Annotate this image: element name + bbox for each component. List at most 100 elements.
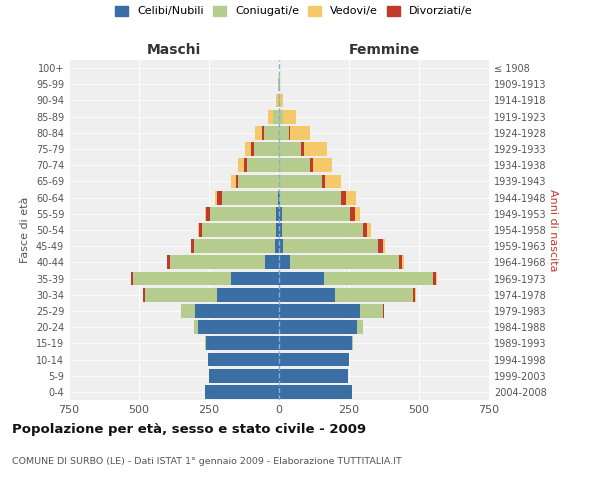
Bar — [251, 142, 254, 156]
Bar — [217, 288, 279, 302]
Bar — [279, 288, 335, 302]
Bar — [325, 174, 341, 188]
Text: Femmine: Femmine — [349, 44, 419, 58]
Bar — [413, 288, 415, 302]
Bar — [198, 223, 199, 237]
Bar — [263, 126, 279, 140]
Bar — [415, 288, 416, 302]
Bar — [131, 272, 133, 285]
Bar — [276, 223, 279, 237]
Bar — [279, 320, 358, 334]
Bar — [205, 336, 206, 350]
Bar — [280, 190, 341, 204]
Bar — [304, 142, 326, 156]
Bar — [282, 223, 363, 237]
Bar — [322, 174, 325, 188]
Text: Maschi: Maschi — [147, 44, 201, 58]
Bar — [254, 142, 279, 156]
Bar — [352, 336, 353, 350]
Bar — [198, 320, 279, 334]
Bar — [379, 240, 383, 253]
Bar — [217, 190, 221, 204]
Bar — [279, 158, 310, 172]
Bar — [402, 256, 404, 270]
Bar — [191, 240, 194, 253]
Bar — [205, 385, 279, 399]
Bar — [283, 240, 379, 253]
Bar — [279, 110, 283, 124]
Bar — [350, 207, 355, 220]
Bar — [279, 190, 280, 204]
Bar — [265, 256, 279, 270]
Bar — [202, 223, 276, 237]
Bar — [313, 158, 332, 172]
Bar — [279, 207, 282, 220]
Bar — [360, 304, 383, 318]
Bar — [143, 288, 145, 302]
Bar — [324, 272, 433, 285]
Y-axis label: Anni di nascita: Anni di nascita — [548, 188, 558, 271]
Bar — [310, 158, 313, 172]
Bar — [268, 110, 274, 124]
Bar — [289, 126, 290, 140]
Bar — [282, 207, 350, 220]
Text: COMUNE DI SURBO (LE) - Dati ISTAT 1° gennaio 2009 - Elaborazione TUTTITALIA.IT: COMUNE DI SURBO (LE) - Dati ISTAT 1° gen… — [12, 458, 402, 466]
Bar — [355, 207, 360, 220]
Legend: Celibi/Nubili, Coniugati/e, Vedovi/e, Divorziati/e: Celibi/Nubili, Coniugati/e, Vedovi/e, Di… — [115, 6, 473, 16]
Bar — [290, 126, 310, 140]
Bar — [194, 240, 275, 253]
Bar — [278, 94, 279, 108]
Bar — [170, 256, 265, 270]
Bar — [195, 304, 279, 318]
Bar — [247, 158, 279, 172]
Bar — [279, 174, 322, 188]
Bar — [244, 158, 247, 172]
Bar — [279, 304, 360, 318]
Bar — [278, 190, 279, 204]
Bar — [276, 94, 278, 108]
Bar — [279, 385, 352, 399]
Bar — [274, 110, 279, 124]
Text: Popolazione per età, sesso e stato civile - 2009: Popolazione per età, sesso e stato civil… — [12, 422, 366, 436]
Bar — [133, 272, 232, 285]
Bar — [279, 352, 349, 366]
Bar — [236, 174, 238, 188]
Bar — [181, 304, 195, 318]
Bar — [279, 336, 352, 350]
Bar — [238, 158, 244, 172]
Bar — [205, 207, 206, 220]
Bar — [433, 272, 436, 285]
Bar — [232, 272, 279, 285]
Bar — [341, 190, 346, 204]
Bar — [279, 272, 324, 285]
Bar — [232, 174, 236, 188]
Bar — [400, 256, 402, 270]
Bar — [245, 142, 251, 156]
Bar — [283, 110, 296, 124]
Bar — [221, 190, 278, 204]
Bar — [358, 320, 363, 334]
Bar — [367, 223, 371, 237]
Bar — [208, 352, 279, 366]
Bar — [206, 207, 211, 220]
Bar — [279, 369, 347, 382]
Bar — [276, 207, 279, 220]
Bar — [255, 126, 262, 140]
Bar — [279, 94, 280, 108]
Bar — [209, 369, 279, 382]
Bar — [279, 240, 283, 253]
Bar — [145, 288, 217, 302]
Bar — [279, 142, 301, 156]
Bar — [279, 126, 289, 140]
Bar — [211, 207, 276, 220]
Bar — [262, 126, 263, 140]
Bar — [238, 174, 279, 188]
Bar — [383, 240, 385, 253]
Bar — [279, 256, 290, 270]
Bar — [206, 336, 279, 350]
Bar — [436, 272, 437, 285]
Bar — [280, 94, 283, 108]
Bar — [346, 190, 356, 204]
Bar — [363, 223, 367, 237]
Bar — [167, 256, 170, 270]
